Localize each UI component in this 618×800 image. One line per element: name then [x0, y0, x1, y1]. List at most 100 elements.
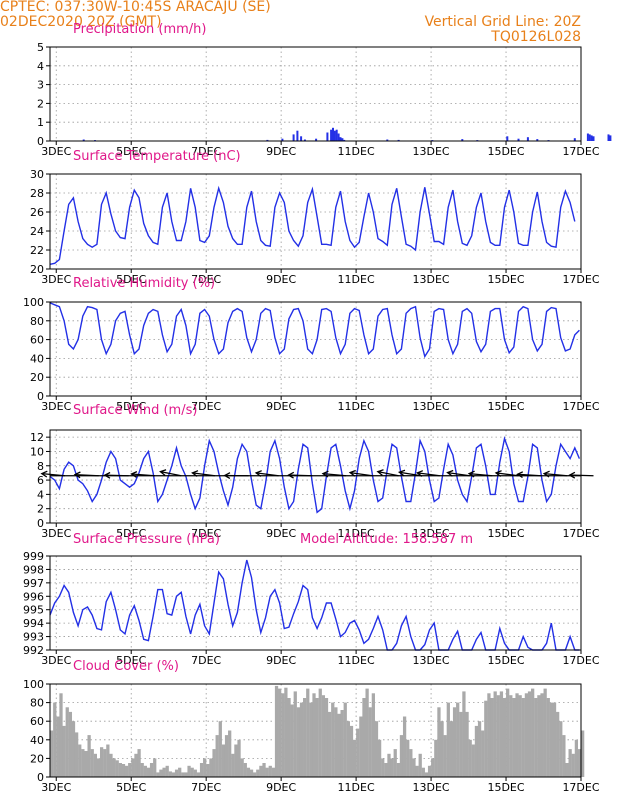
cloud-bar [549, 702, 554, 777]
y-tick-label: 997 [23, 577, 44, 590]
x-tick-label: 5DEC [116, 527, 146, 540]
precip-bar [266, 139, 269, 141]
cloud-bar [156, 772, 160, 777]
cloud-bar [574, 739, 579, 777]
y-tick-label: 4 [37, 488, 44, 501]
precip-bar [303, 139, 306, 141]
cloud-bar [87, 735, 91, 777]
wind-arrow [569, 474, 594, 477]
cloud-bar [196, 772, 201, 777]
x-tick-label: 13DEC [413, 527, 450, 540]
x-tick-label: 17DEC [562, 527, 599, 540]
cloud-bar [271, 767, 276, 777]
cloud-bar [356, 728, 360, 777]
y-tick-label: 40 [30, 352, 44, 365]
wind-arrow-head [467, 470, 475, 478]
cloud-bar [346, 721, 350, 777]
cloud-bar [99, 747, 104, 777]
y-tick-label: 995 [23, 604, 44, 617]
x-tick-label: 9DEC [266, 145, 296, 158]
cloud-bar [565, 763, 569, 777]
precip-bar [337, 133, 340, 141]
x-tick-label: 5DEC [116, 400, 146, 413]
x-tick-label: 13DEC [413, 273, 450, 286]
cloud-bar [484, 700, 488, 777]
cloud-bar [556, 711, 560, 777]
x-tick-label: 5DEC [116, 145, 146, 158]
cloud-bar [103, 749, 107, 777]
y-tick-label: 4 [37, 60, 44, 73]
wind-arrow-head [73, 471, 81, 479]
wind-arrow [399, 471, 422, 477]
cloud-bar [165, 765, 169, 777]
x-tick-label: 13DEC [413, 400, 450, 413]
cloud-bar [440, 721, 444, 777]
y-tick-label: 992 [23, 644, 44, 657]
panel-title: Precipitation (mm/h) [73, 22, 206, 37]
y-tick-label: 22 [30, 244, 44, 257]
x-tick-label: 17DEC [562, 273, 599, 286]
panel-temp: 20 22 24 26 28 30 3DEC 5DEC 7DEC 9DEC 11DEC 13DEC 15… [30, 149, 600, 286]
wind-arrow-head [568, 471, 576, 479]
precip-bar [326, 132, 329, 141]
series-line [49, 302, 580, 359]
wind-arrow [104, 474, 129, 477]
cloud-bar [312, 693, 316, 777]
wind-arrow [41, 472, 66, 477]
cloud-bar [577, 749, 582, 777]
wind-arrow [160, 470, 182, 477]
x-tick-label: 17DEC [562, 145, 599, 158]
cloud-bar [84, 751, 88, 777]
cloud-bar [471, 744, 475, 777]
panel-precip: 0 1 2 3 4 5 3DEC 5DEC 7DEC 9DEC 11DEC 13DEC 15DEC 17D… [37, 22, 612, 158]
cloud-bar [215, 735, 219, 777]
cloud-bar [418, 753, 422, 778]
cloud-bar [178, 767, 182, 777]
cloud-bar [581, 730, 585, 777]
cloud-bar [209, 758, 213, 777]
precip-bar [330, 129, 333, 141]
cloud-bar [543, 688, 547, 777]
cloud-bar [487, 693, 491, 777]
panel-title: Cloud Cover (%) [73, 659, 179, 674]
cloud-bar [228, 730, 232, 777]
y-tick-label: 80 [30, 697, 44, 710]
cloud-bar [499, 691, 504, 777]
x-tick-label: 7DEC [191, 400, 221, 413]
y-tick-label: 996 [23, 590, 44, 603]
y-tick-label: 24 [30, 225, 44, 238]
x-tick-label: 11DEC [338, 654, 375, 667]
x-tick-label: 15DEC [487, 654, 524, 667]
cloud-bar [371, 693, 375, 777]
cloud-bar [53, 702, 57, 777]
cloud-bar [296, 707, 301, 778]
cloud-bar [221, 744, 226, 777]
y-tick-label: 20 [30, 752, 44, 765]
precip-bar [333, 130, 336, 141]
x-tick-label: 15DEC [487, 527, 524, 540]
panel-frame [49, 555, 582, 651]
header-grid-note: Vertical Grid Line: 20Z [425, 14, 581, 30]
cloud-bar [331, 702, 335, 777]
cloud-bar [96, 758, 101, 777]
cloud-bar [459, 711, 463, 777]
cloud-bar [368, 707, 372, 778]
x-tick-label: 13DEC [413, 145, 450, 158]
cloud-bar [243, 763, 247, 777]
y-tick-label: 6 [37, 474, 44, 487]
cloud-bar [171, 772, 176, 777]
cloud-bar [359, 716, 363, 777]
y-tick-label: 994 [23, 617, 44, 630]
y-tick-label: 60 [30, 715, 44, 728]
cloud-bar [512, 698, 516, 777]
cloud-bar [571, 753, 575, 778]
cloud-bar [249, 769, 254, 777]
y-tick-label: 1 [37, 116, 44, 129]
panel-frame [49, 429, 582, 524]
cloud-bar [387, 753, 391, 778]
cloud-bar [212, 749, 216, 777]
cloud-bar [502, 698, 507, 777]
x-tick-label: 13DEC [413, 654, 450, 667]
x-tick-label: 15DEC [487, 400, 524, 413]
